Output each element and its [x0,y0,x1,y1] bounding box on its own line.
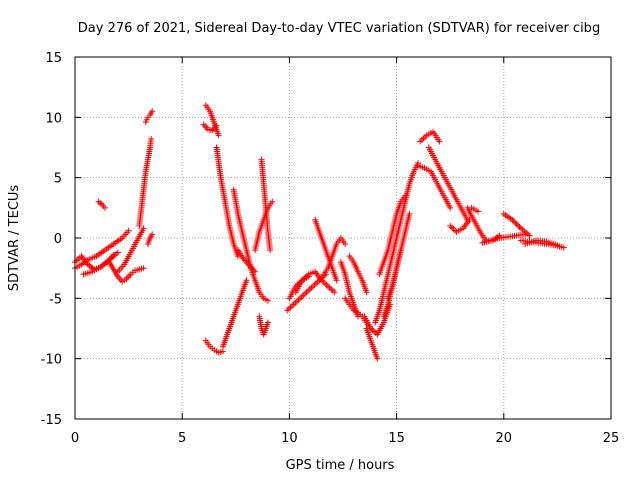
data-point [125,227,132,234]
y-tick-label: 10 [45,111,62,126]
data-point [512,219,519,226]
x-tick-label: 20 [496,431,513,446]
x-axis-label: GPS time / hours [286,458,395,473]
data-point [509,216,516,223]
chart-title: Day 276 of 2021, Sidereal Day-to-day VTE… [78,21,600,36]
data-point [447,204,454,211]
data-point [516,223,523,230]
y-tick-label: -10 [41,353,62,368]
y-tick-label: 15 [45,51,62,66]
data-point [215,132,222,139]
data-point [363,289,370,296]
data-point [374,355,381,362]
x-tick-label: 10 [281,431,298,446]
y-tick-label: 0 [54,232,62,247]
data-point [148,136,155,143]
data-point [264,297,271,304]
data-point [149,231,156,238]
data-point [513,221,520,228]
x-tick-label: 0 [71,431,79,446]
data-point [554,242,561,249]
x-tick-label: 25 [603,431,620,446]
data-point [267,247,274,254]
y-axis-label: SDTVAR / TECUs [7,185,22,292]
data-point [560,244,567,251]
data-point [526,232,533,239]
y-tick-label: 5 [54,172,62,187]
data-point [342,241,349,248]
data-point [436,138,443,145]
data-point [213,122,220,129]
y-tick-label: -15 [41,413,62,428]
x-tick-label: 15 [388,431,405,446]
data-point [264,319,271,326]
data-point [515,222,522,229]
data-point [243,277,250,284]
data-point [331,289,338,296]
data-point [269,198,276,205]
data-point [114,249,121,256]
x-tick-label: 5 [178,431,186,446]
data-points [72,102,567,362]
data-point [140,265,147,272]
data-point [333,277,340,284]
data-point [102,204,109,211]
data-point [149,108,156,115]
data-point [406,210,413,217]
data-point [475,208,482,215]
y-tick-label: -5 [49,292,62,307]
data-point [140,225,147,232]
axis-ticks: 0 5 10 15 20 25 -15 -10 -5 0 5 10 15 [41,51,620,446]
data-point [510,218,517,225]
